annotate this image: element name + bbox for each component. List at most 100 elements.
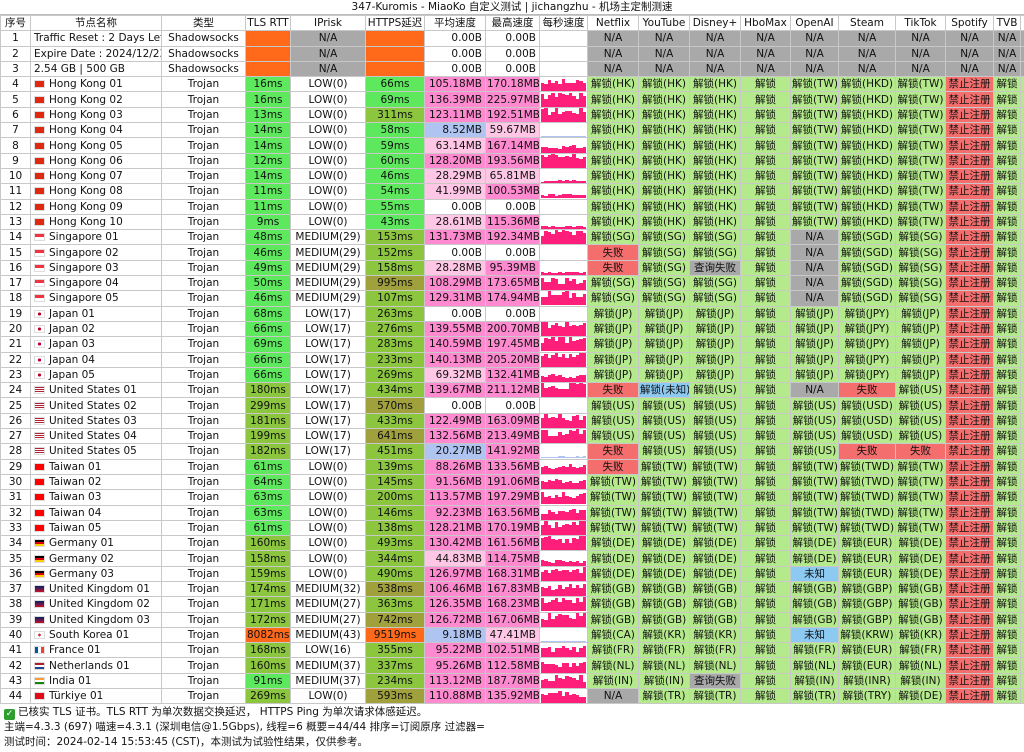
table-row: 5 Hong Kong 02 Trojan 16ms LOW(0) 69ms 136.39M… (0, 91, 1024, 108)
footer-line-1: 已核实 TLS 证书。TLS RTT 为单次数据交换延迟， HTTPS Ping… (18, 706, 428, 719)
https-latency: 146ms (365, 504, 425, 521)
openai-status: 解锁(NL) (790, 657, 839, 674)
row-number: 44 (0, 688, 31, 705)
disney-status: 解锁(HK) (689, 91, 741, 108)
openai-status: 解锁(DE) (790, 535, 839, 552)
node-name: Japan 03 (30, 336, 162, 353)
udp-type: FullCone (1020, 320, 1024, 338)
iprisk: LOW(0) (290, 122, 366, 139)
netflix-status: 解锁(JP) (587, 351, 639, 368)
udp-type: FullCone (1020, 167, 1024, 185)
flag-sg-icon (34, 248, 45, 257)
udp-type: FullCone (1020, 611, 1024, 628)
tvb-status: 解锁 (993, 412, 1021, 430)
netflix-status: 解锁(SG) (587, 229, 639, 246)
per-second-speed (539, 30, 588, 47)
flag-hk-icon (34, 95, 45, 104)
iprisk: LOW(17) (290, 305, 366, 322)
row-number: 31 (0, 489, 31, 506)
spotify-status: 禁止注册 (945, 412, 994, 430)
disney-status: 解锁(SG) (689, 290, 741, 307)
hbomax-status: 解锁 (740, 106, 791, 124)
netflix-status: N/A (587, 60, 639, 78)
avg-speed: 130.42MB (424, 535, 486, 552)
node-name-label: United Kingdom 03 (49, 613, 150, 626)
node-name: United States 01 (30, 382, 162, 399)
https-latency: 69ms (365, 91, 425, 108)
tiktok-status: 解锁(TW) (895, 122, 946, 139)
netflix-status: 失败 (587, 259, 639, 277)
footer-line-3: 测试时间：2024-02-14 15:53:45 (CST)，本测试为试验性结果… (4, 736, 368, 749)
node-name-label: Taiwan 01 (49, 460, 102, 473)
iprisk: MEDIUM(29) (290, 275, 366, 292)
node-name: Taiwan 04 (30, 504, 162, 521)
openai-status: N/A (790, 290, 839, 307)
node-type: Trojan (161, 320, 246, 338)
iprisk: MEDIUM(29) (290, 259, 366, 277)
table-row: 42 Netherlands 01 Trojan 160ms MEDIUM(37) 337… (0, 657, 1024, 674)
per-second-speed (539, 382, 588, 399)
tvb-status: 解锁 (993, 519, 1021, 537)
speed-sparkline (541, 613, 587, 627)
flag-gb-icon (34, 585, 45, 594)
iprisk: LOW(17) (290, 336, 366, 353)
spotify-status: 禁止注册 (945, 106, 994, 124)
https-latency: 593ms (365, 688, 425, 705)
youtube-status: 解锁(DE) (638, 550, 690, 567)
tvb-status: N/A (993, 30, 1021, 47)
steam-status: 解锁(TRY) (838, 688, 896, 705)
steam-status: 解锁(SGD) (838, 229, 896, 246)
row-number: 11 (0, 183, 31, 200)
hbomax-status: 解锁 (740, 519, 791, 537)
tls-rtt: 61ms (245, 458, 291, 475)
node-name: Taiwan 05 (30, 519, 162, 537)
tvb-status: 解锁 (993, 596, 1021, 613)
max-speed: 59.67MB (485, 122, 540, 139)
steam-status: 解锁(SGD) (838, 275, 896, 292)
iprisk: MEDIUM(29) (290, 290, 366, 307)
hbomax-status: 解锁 (740, 382, 791, 399)
node-name: Netherlands 01 (30, 657, 162, 674)
udp-type: FullCone (1020, 305, 1024, 322)
disney-status: N/A (689, 30, 741, 47)
speed-sparkline (541, 322, 587, 336)
tvb-status: 解锁 (993, 626, 1021, 644)
max-speed: 0.00B (485, 244, 540, 261)
steam-status: 解锁(USD) (838, 428, 896, 445)
avg-speed: 0.00B (424, 198, 486, 215)
hbomax-status: 解锁 (740, 290, 791, 307)
hbomax-status: 解锁 (740, 275, 791, 292)
disney-status: 解锁(US) (689, 428, 741, 445)
node-name-label: Hong Kong 03 (49, 108, 123, 121)
row-number: 14 (0, 229, 31, 246)
tiktok-status: 解锁(GB) (895, 580, 946, 598)
tvb-status: 解锁 (993, 76, 1021, 93)
row-number: 32 (0, 504, 31, 521)
node-name: United States 03 (30, 412, 162, 430)
spotify-status: 禁止注册 (945, 428, 994, 445)
flag-gb-icon (34, 615, 45, 624)
row-number: 6 (0, 106, 31, 124)
table-row: 6 Hong Kong 03 Trojan 13ms LOW(0) 311ms 123.11… (0, 106, 1024, 124)
iprisk: LOW(0) (290, 688, 366, 705)
node-name: Singapore 01 (30, 229, 162, 246)
disney-status: 解锁(US) (689, 412, 741, 430)
disney-status: 解锁(HK) (689, 76, 741, 93)
per-second-speed (539, 183, 588, 200)
udp-type: FullCone (1020, 76, 1024, 93)
netflix-status: 解锁(US) (587, 412, 639, 430)
iprisk: MEDIUM(43) (290, 626, 366, 644)
youtube-status: 解锁(SG) (638, 229, 690, 246)
speed-sparkline (541, 277, 587, 290)
node-name-label: India 01 (49, 674, 92, 687)
openai-status: 解锁(TW) (790, 473, 839, 491)
spotify-status: 禁止注册 (945, 76, 994, 93)
youtube-status: 解锁(KR) (638, 626, 690, 644)
flag-tw-icon (34, 508, 45, 517)
openai-status: 解锁(GB) (790, 596, 839, 613)
avg-speed: 8.52MB (424, 122, 486, 139)
per-second-speed (539, 473, 588, 491)
spotify-status: 禁止注册 (945, 336, 994, 353)
node-type: Trojan (161, 519, 246, 537)
hbomax-status: N/A (740, 60, 791, 78)
